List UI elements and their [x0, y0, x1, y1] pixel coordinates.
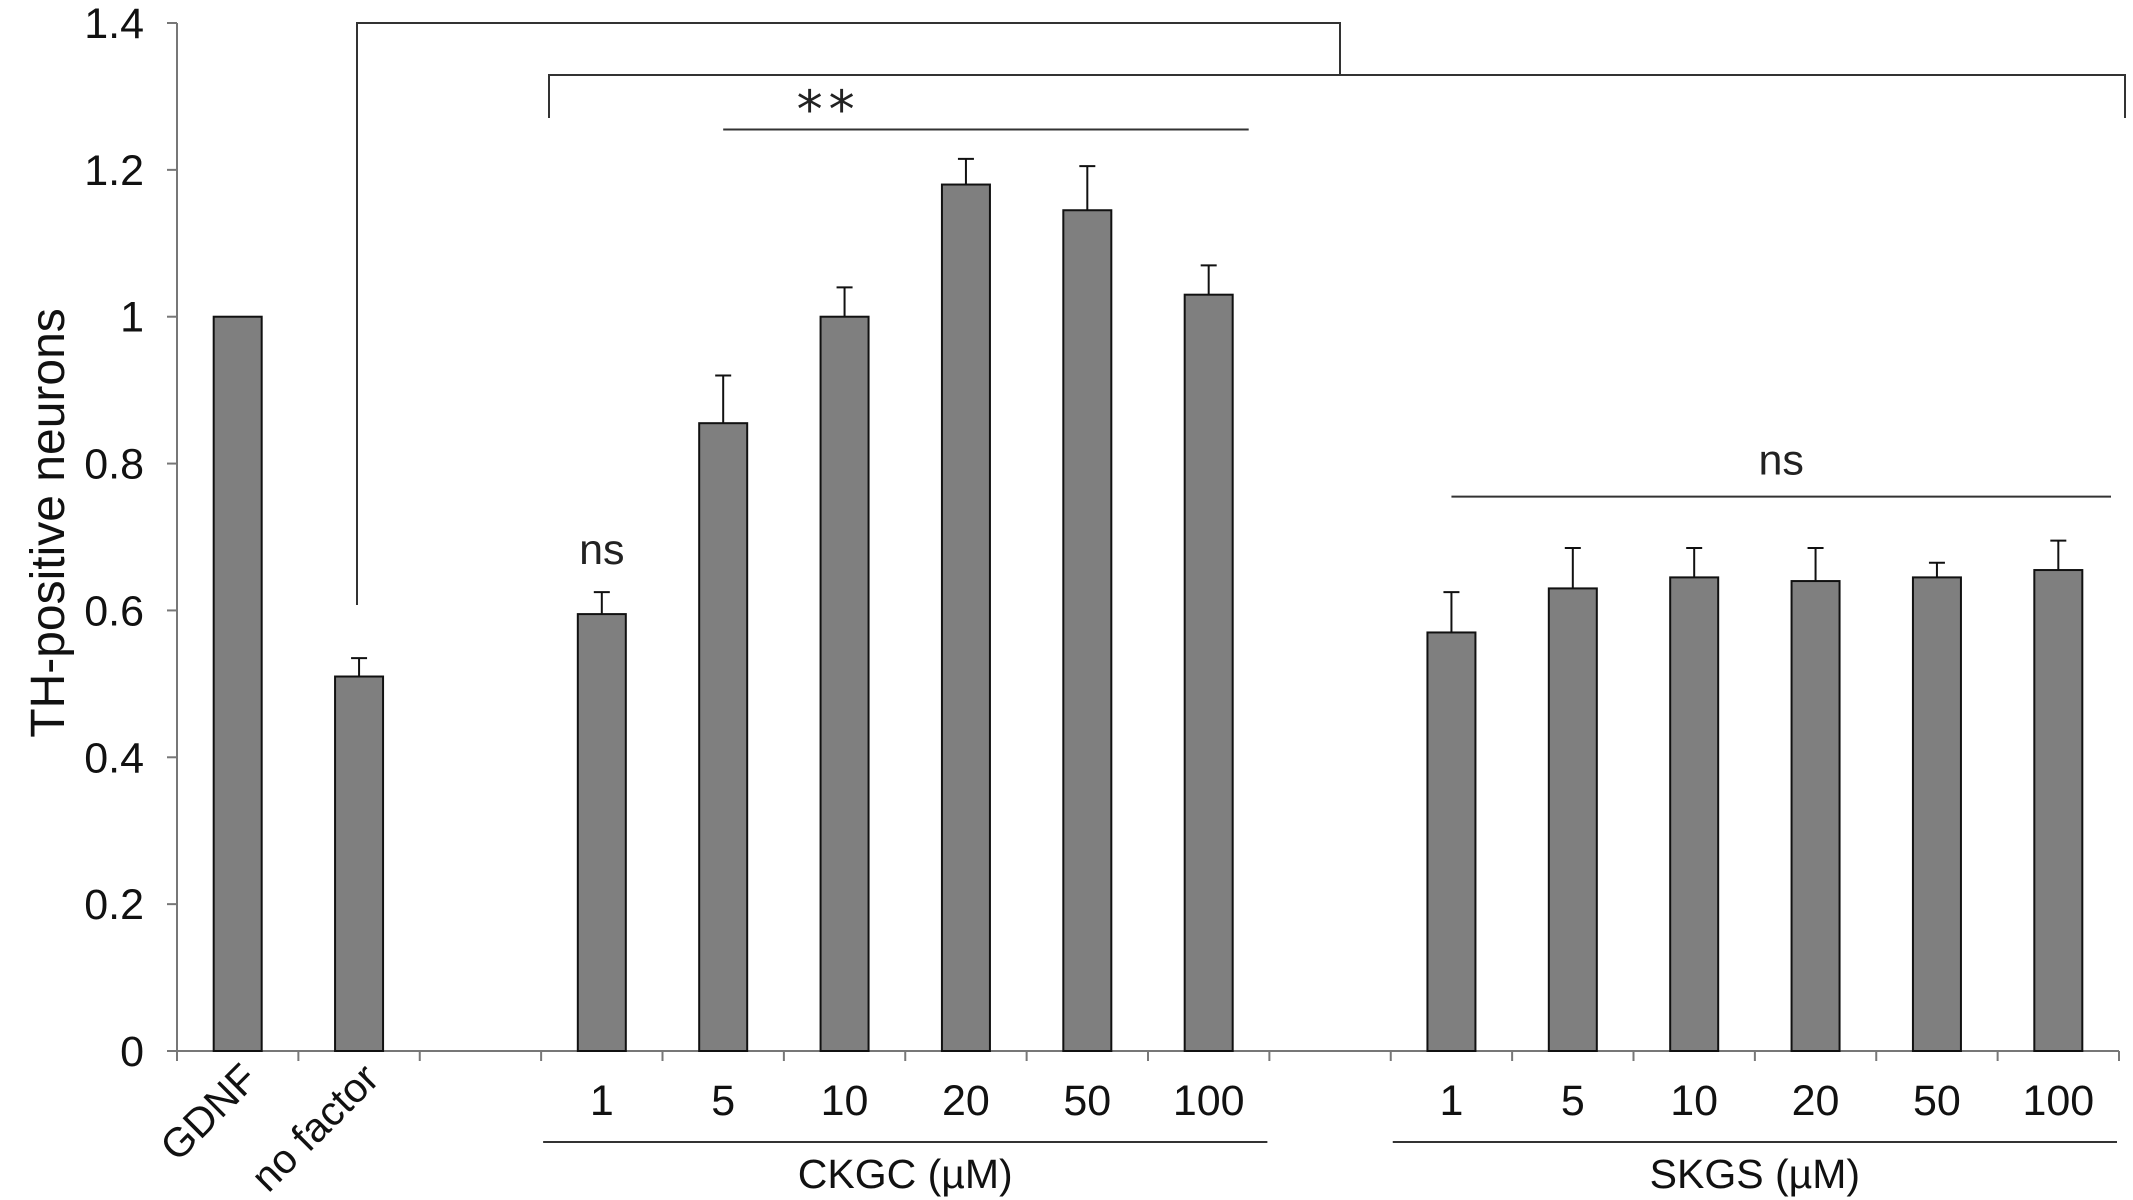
category-label: no factor: [242, 1055, 387, 1200]
category-label: 10: [1670, 1077, 1718, 1125]
category-label: 10: [821, 1077, 869, 1125]
y-axis-title: TH-positive neurons: [22, 308, 75, 738]
no-factor-comparison-bracket: [356, 22, 1341, 605]
y-tick-label: 0.4: [84, 734, 144, 782]
y-tick-label: 0.2: [84, 881, 144, 929]
y-tick-label: 1.2: [84, 147, 144, 195]
y-tick-label: 0: [120, 1028, 144, 1076]
annotations: ns ** ns: [579, 80, 2111, 574]
bar: [1547, 587, 1598, 1053]
y-tick-label: 0.6: [84, 587, 144, 635]
bar: [1426, 631, 1477, 1052]
x-axis: [176, 1050, 2120, 1061]
y-tick-label: 1: [120, 294, 144, 342]
category-label: 100: [2022, 1077, 2094, 1125]
bar: [334, 675, 385, 1052]
category-label: 50: [1913, 1077, 1961, 1125]
significance-label: ns: [1759, 437, 1804, 485]
group-labels: CKGC (µM) SKGS (µM): [543, 1141, 2117, 1197]
comparison-brackets: [356, 22, 2126, 605]
category-label: 100: [1173, 1077, 1245, 1125]
bar: [940, 183, 991, 1053]
bar: [2033, 569, 2084, 1052]
bar: [1911, 576, 1962, 1053]
category-label: 20: [1792, 1077, 1840, 1125]
y-axis: 0 0.2 0.4 0.6 0.8 1 1.2 1.4: [84, 0, 178, 1076]
category-label: 50: [1063, 1077, 1111, 1125]
significance-label: ns: [579, 526, 624, 574]
bar: [1669, 576, 1720, 1053]
bar: [1790, 580, 1841, 1052]
bar: [819, 315, 870, 1052]
bar: [698, 422, 749, 1052]
category-label: 1: [1439, 1077, 1463, 1125]
bar: [576, 613, 627, 1052]
category-label: GDNF: [151, 1055, 266, 1170]
treatment-comparison-bracket: [548, 74, 2126, 118]
y-tick-label: 1.4: [84, 0, 144, 48]
bar: [212, 315, 263, 1052]
category-label: 20: [942, 1077, 990, 1125]
category-label: 5: [711, 1077, 735, 1125]
bar: [1183, 293, 1234, 1052]
bar: [1062, 209, 1113, 1052]
category-label: 1: [590, 1077, 614, 1125]
significance-label: **: [797, 80, 861, 140]
group-label: SKGS (µM): [1650, 1151, 1860, 1197]
y-tick-label: 0.8: [84, 441, 144, 489]
category-label: 5: [1561, 1077, 1585, 1125]
group-label: CKGC (µM): [798, 1151, 1013, 1197]
